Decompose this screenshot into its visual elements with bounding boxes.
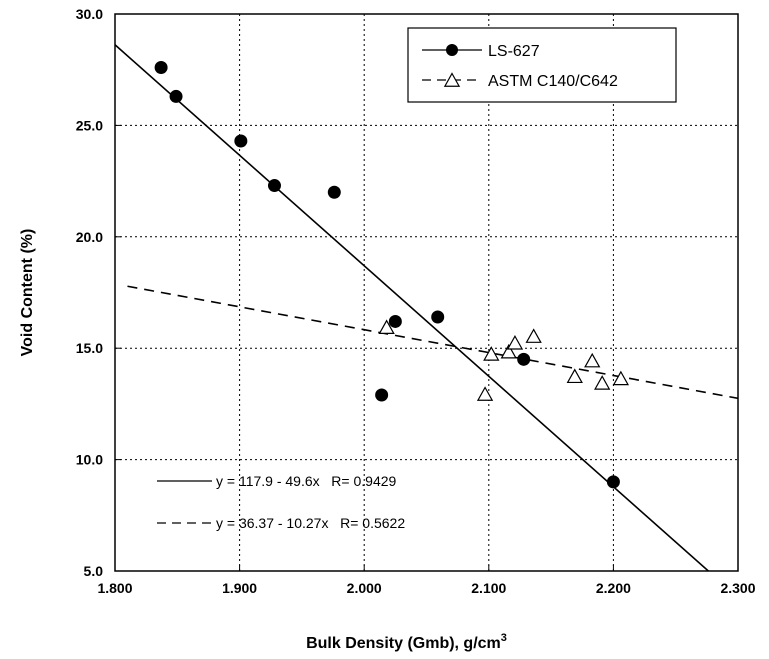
point-astm (506, 335, 524, 350)
legend-marker-ls627 (446, 44, 458, 56)
y-tick-label: 25.0 (76, 117, 103, 133)
point-ls627 (388, 314, 402, 328)
legend: LS-627 ASTM C140/C642 (407, 27, 677, 103)
x-tick-label: 1.900 (222, 580, 257, 596)
legend-label-astm: ASTM C140/C642 (488, 73, 618, 90)
point-ls627 (431, 310, 445, 324)
y-tick-label: 15.0 (76, 340, 103, 356)
y-tick-label: 10.0 (76, 452, 103, 468)
x-tick-label: 2.000 (347, 580, 382, 596)
point-ls627 (517, 352, 531, 366)
y-tick-label: 5.0 (84, 563, 104, 579)
equation-label-ls627: y = 117.9 - 49.6x R= 0.9429 (216, 473, 397, 489)
point-astm (612, 370, 630, 386)
point-ls627 (169, 89, 183, 103)
point-astm (378, 319, 395, 334)
point-astm (566, 368, 583, 384)
data-points (154, 60, 630, 489)
y-tick-label: 20.0 (76, 229, 103, 245)
x-axis-title: Bulk Density (Gmb), g/cm3 (306, 632, 507, 652)
fit-equations: y = 117.9 - 49.6x R= 0.9429 y = 36.37 - … (157, 473, 405, 531)
point-astm (476, 386, 494, 401)
point-ls627 (154, 60, 168, 74)
legend-box (407, 27, 677, 103)
point-ls627 (375, 388, 389, 402)
point-astm (525, 328, 542, 343)
fit-line-1 (127, 285, 738, 400)
point-astm (584, 352, 601, 368)
y-tick-label: 30.0 (76, 6, 103, 22)
fit-lines (115, 44, 738, 571)
x-tick-label: 2.200 (596, 580, 631, 596)
point-astm (594, 375, 611, 390)
equation-label-astm: y = 36.37 - 10.27x R= 0.5622 (216, 515, 405, 531)
x-tick-label: 2.300 (720, 580, 755, 596)
point-astm (500, 343, 517, 359)
legend-marker-astm (443, 72, 461, 87)
point-ls627 (267, 179, 281, 193)
x-axis-title-superscript: 3 (501, 632, 507, 644)
legend-label-ls627: LS-627 (488, 43, 540, 60)
point-astm (483, 346, 500, 361)
plot-frame (114, 13, 739, 572)
x-axis-title-text: Bulk Density (Gmb), g/cm (306, 635, 501, 652)
point-ls627 (606, 475, 620, 489)
x-tick-label: 2.100 (471, 580, 506, 596)
point-ls627 (327, 185, 341, 199)
tick-labels: 1.800 1.900 2.000 2.100 2.200 2.300 5.0 10.0 15.… (76, 6, 756, 596)
x-tick-label: 1.800 (97, 580, 132, 596)
y-axis-title: Void Content (%) (19, 229, 36, 357)
fit-line-0 (115, 44, 710, 571)
point-ls627 (234, 134, 248, 148)
